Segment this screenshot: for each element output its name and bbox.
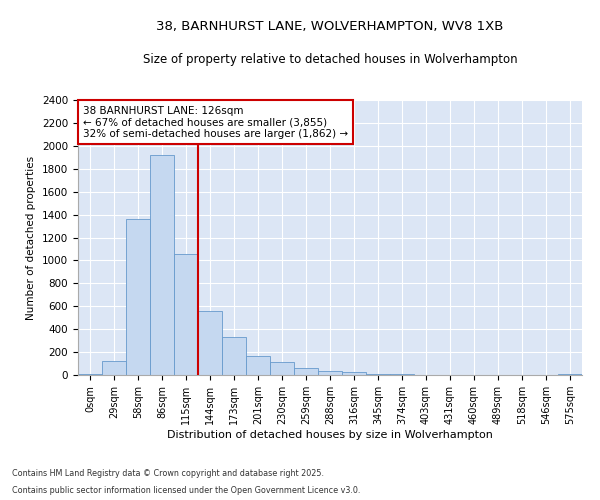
Bar [318, 371, 342, 375]
Bar [342, 372, 366, 375]
Text: Contains public sector information licensed under the Open Government Licence v3: Contains public sector information licen… [12, 486, 361, 495]
Bar [126, 219, 150, 375]
Bar [222, 336, 246, 375]
Text: 38, BARNHURST LANE, WOLVERHAMPTON, WV8 1XB: 38, BARNHURST LANE, WOLVERHAMPTON, WV8 1… [157, 20, 503, 33]
Bar [174, 254, 198, 375]
Bar [390, 374, 414, 375]
Bar [198, 311, 222, 375]
Text: Size of property relative to detached houses in Wolverhampton: Size of property relative to detached ho… [143, 52, 517, 66]
Bar [294, 368, 318, 375]
Bar [150, 155, 174, 375]
Bar [558, 374, 582, 375]
Bar [102, 360, 126, 375]
Bar [270, 362, 294, 375]
Bar [78, 374, 102, 375]
X-axis label: Distribution of detached houses by size in Wolverhampton: Distribution of detached houses by size … [167, 430, 493, 440]
Y-axis label: Number of detached properties: Number of detached properties [26, 156, 37, 320]
Bar [366, 374, 390, 375]
Text: 38 BARNHURST LANE: 126sqm
← 67% of detached houses are smaller (3,855)
32% of se: 38 BARNHURST LANE: 126sqm ← 67% of detac… [83, 106, 348, 138]
Bar [246, 356, 270, 375]
Text: Contains HM Land Registry data © Crown copyright and database right 2025.: Contains HM Land Registry data © Crown c… [12, 468, 324, 477]
